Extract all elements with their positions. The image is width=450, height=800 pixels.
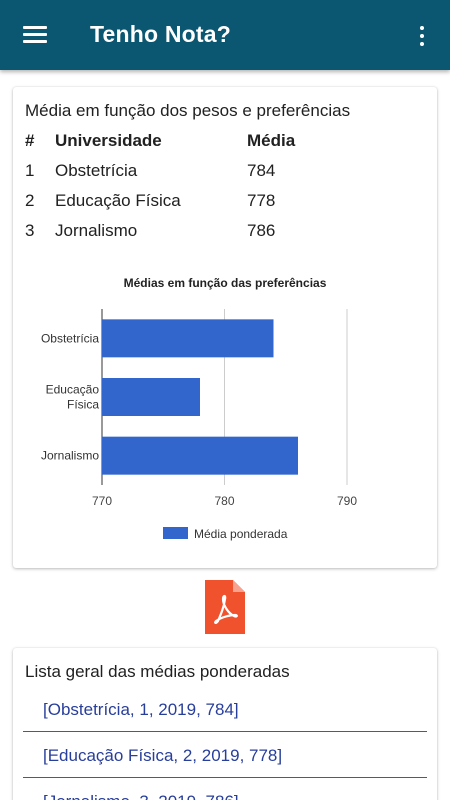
chart-bar [102, 436, 298, 475]
list-card-title: Lista geral das médias ponderadas [25, 662, 290, 681]
pdf-file-icon [205, 580, 245, 634]
chart-bar [102, 378, 200, 416]
table-cell-rank: 1 [25, 161, 35, 180]
table-cell-university: Educação Física [55, 191, 181, 210]
table-cell-university: Obstetrícia [55, 161, 138, 180]
table-header-media: Média [247, 131, 296, 150]
chart-category-label: Física [67, 398, 99, 412]
hamburger-menu-icon-bar [23, 33, 47, 36]
chart-category-label: Jornalismo [41, 449, 99, 463]
table-header-rank: # [25, 131, 35, 150]
hamburger-menu-icon [23, 26, 47, 29]
table-cell-media: 786 [247, 221, 276, 240]
table-header-university: Universidade [55, 131, 162, 150]
app-title: Tenho Nota? [90, 21, 232, 47]
list-item[interactable]: [Obstetrícia, 1, 2019, 784] [23, 686, 427, 732]
averages-bar-chart: Médias em função das preferências 770 780 7… [41, 276, 357, 541]
list-item-text: [Jornalismo, 3, 2019, 786] [43, 792, 239, 800]
table-cell-media: 778 [247, 191, 276, 210]
weighted-averages-list-card: Lista geral das médias ponderadas [Obste… [13, 648, 437, 800]
chart-x-tick-label: 770 [92, 494, 112, 508]
table-cell-rank: 2 [25, 191, 35, 210]
chart-legend-swatch [163, 527, 188, 539]
chart-x-tick-label: 790 [337, 494, 357, 508]
overflow-menu-button[interactable] [406, 20, 438, 52]
chart-category-label: Obstetrícia [41, 331, 99, 345]
pdf-export-button[interactable] [205, 580, 245, 634]
averages-card: Média em função dos pesos e preferências… [13, 87, 437, 568]
list-item[interactable]: [Educação Física, 2, 2019, 778] [23, 732, 427, 778]
chart-category-label: Educação [46, 383, 100, 397]
table-cell-university: Jornalismo [55, 221, 138, 240]
table-cell-media: 784 [247, 161, 276, 180]
list-item[interactable]: [Jornalismo, 3, 2019, 786] [23, 778, 427, 800]
menu-button[interactable] [14, 18, 56, 52]
list-item-text: [Educação Física, 2, 2019, 778] [43, 746, 283, 765]
more-vert-icon [420, 26, 424, 30]
chart-legend-label: Média ponderada [194, 527, 288, 541]
app-bar: Tenho Nota? [0, 0, 450, 70]
table-cell-rank: 3 [25, 221, 35, 240]
chart-title: Médias em função das preferências [124, 276, 327, 290]
averages-card-title: Média em função dos pesos e preferências [25, 101, 351, 120]
more-vert-icon-dot [420, 42, 424, 46]
more-vert-icon-dot [420, 34, 424, 38]
list-item-text: [Obstetrícia, 1, 2019, 784] [43, 700, 239, 719]
hamburger-menu-icon-bar [23, 40, 47, 43]
chart-x-tick-label: 780 [214, 494, 234, 508]
chart-bar [102, 319, 274, 358]
